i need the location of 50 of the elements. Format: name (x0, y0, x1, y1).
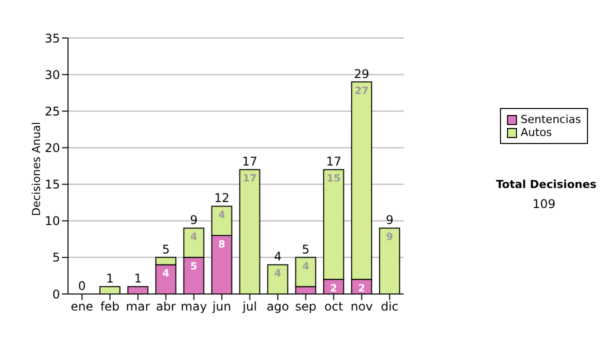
data-label: 2 (330, 283, 338, 294)
data-label: 4 (162, 268, 170, 280)
total-label: 1 (134, 272, 142, 286)
text: 109 (532, 197, 556, 211)
legend-label: Sentencias (520, 113, 581, 126)
total-label: 5 (302, 242, 310, 256)
data-label: 2 (358, 283, 366, 294)
text: Total Decisiones (496, 178, 596, 191)
y-tick-label: 30 (44, 68, 60, 82)
x-tick-label: ago (266, 300, 289, 314)
x-tick-label: abr (156, 300, 176, 314)
y-tick-label: 15 (44, 178, 60, 192)
total-label: 5 (162, 242, 170, 256)
x-tick-label: feb (100, 300, 120, 314)
x-tick-label: sep (295, 300, 316, 314)
data-label: 27 (354, 86, 369, 97)
legend-label: Autos (520, 126, 552, 139)
x-tick-label: nov (350, 300, 373, 314)
x-tick-label: jul (242, 300, 257, 314)
data-label: 4 (190, 232, 198, 244)
y-tick-label: 25 (44, 104, 60, 118)
y-tick-label: 0 (52, 287, 60, 302)
total-label: 1 (106, 272, 114, 286)
y-tick-label: 20 (44, 140, 60, 155)
x-tick-label: ene (70, 300, 94, 314)
total-label: 9 (190, 213, 198, 228)
total-label: 29 (354, 66, 370, 81)
y-axis-title: Decisiones Anual (30, 122, 43, 216)
total-label: 12 (214, 191, 230, 206)
x-tick-label: dic (380, 300, 398, 314)
data-label: 15 (326, 174, 341, 185)
data-label: 4 (218, 210, 226, 222)
total-label: 0 (78, 279, 86, 293)
total-label: 17 (242, 154, 258, 169)
total-label: 17 (326, 154, 342, 169)
y-tick-label: 5 (52, 250, 60, 265)
data-label: 17 (242, 174, 257, 185)
x-tick-label: mar (126, 300, 150, 314)
total-label: 4 (274, 250, 282, 264)
data-label: 9 (386, 232, 394, 244)
data-label: 5 (190, 261, 198, 272)
data-label: 8 (218, 239, 226, 250)
data-label: 4 (302, 261, 310, 272)
x-tick-label: jun (212, 300, 232, 314)
data-label: 4 (274, 268, 282, 280)
x-tick-label: oct (324, 300, 344, 314)
y-tick-label: 10 (44, 214, 60, 228)
y-tick-label: 35 (44, 31, 60, 46)
total-label: 9 (386, 213, 394, 228)
x-tick-label: may (180, 300, 207, 314)
